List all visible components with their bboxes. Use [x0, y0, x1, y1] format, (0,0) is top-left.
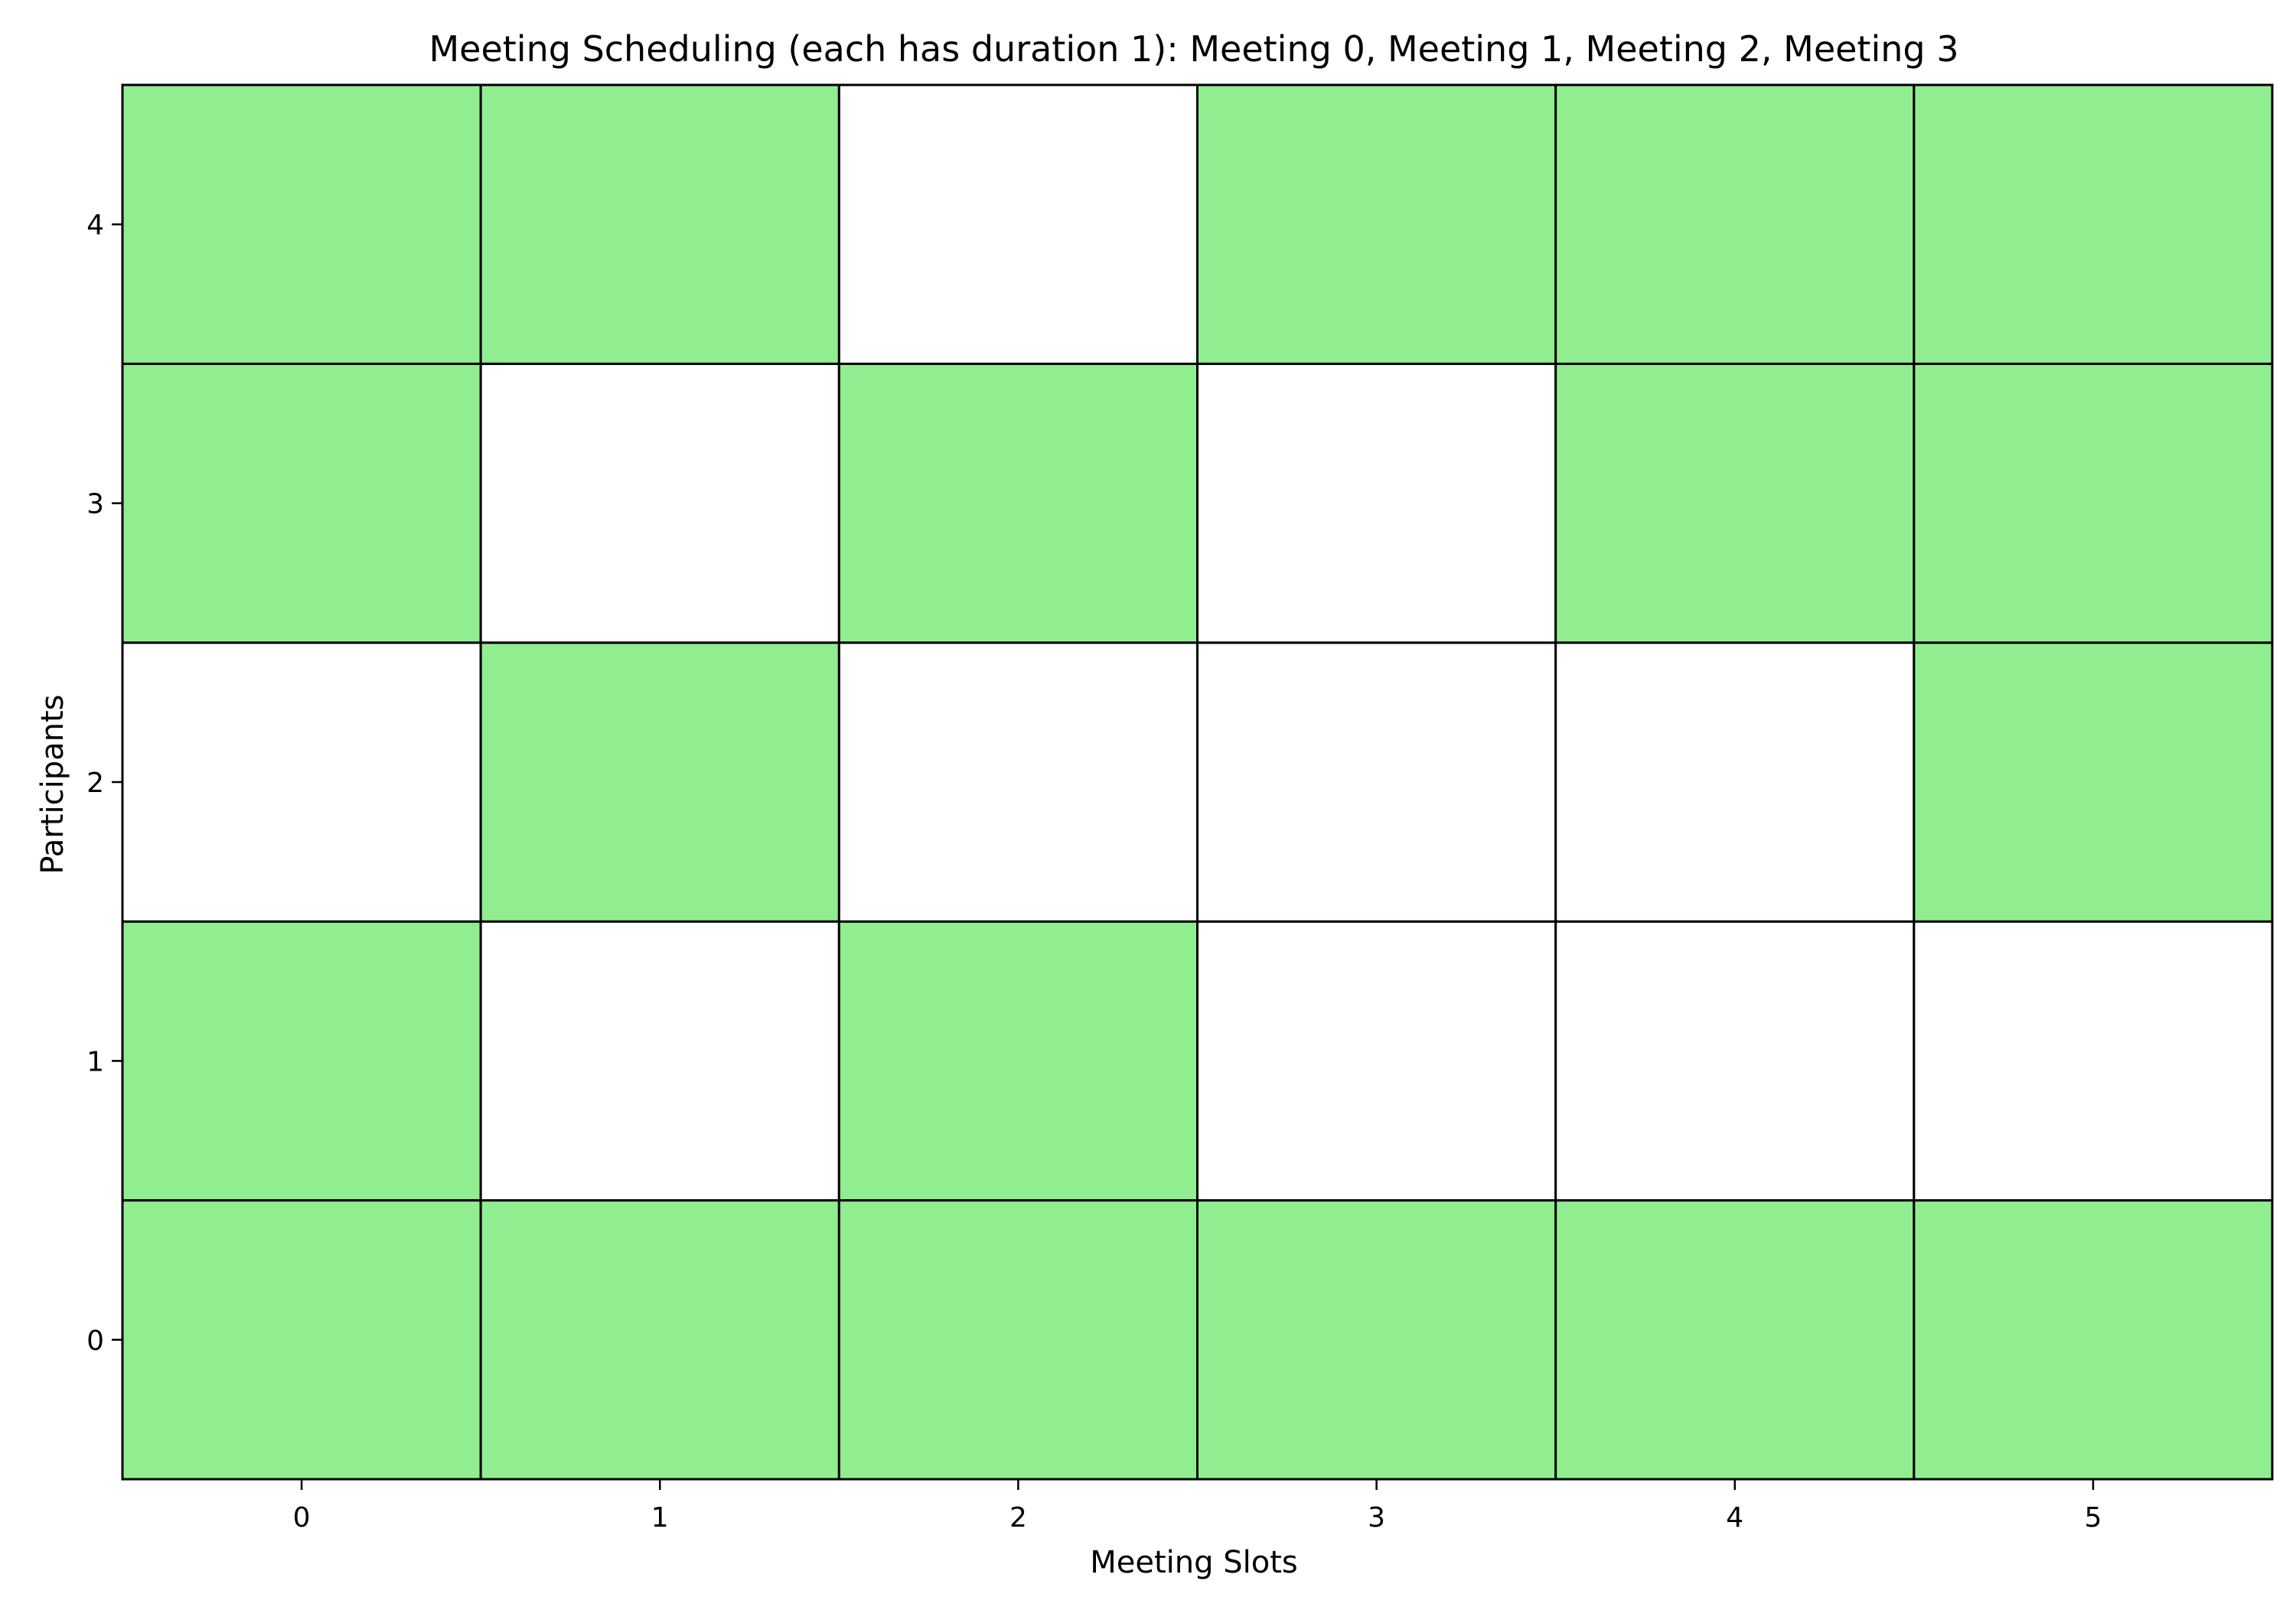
x-tick-label: 4 [1726, 1502, 1743, 1534]
x-axis: 0 1 2 3 4 5 [293, 1479, 2102, 1534]
y-axis-label: Participants [35, 695, 70, 875]
cell-participant-1-slot-0 [121, 920, 482, 1202]
cell-participant-2-slot-1 [479, 641, 840, 923]
x-axis-label: Meeting Slots [1090, 1545, 1297, 1580]
cell-participant-0-slot-5 [1913, 1199, 2274, 1481]
cell-participant-4-slot-1 [479, 83, 840, 365]
y-axis: 0 1 2 3 4 [86, 210, 122, 1357]
cell-participant-1-slot-3 [1196, 920, 1557, 1202]
availability-grid [121, 83, 2274, 1481]
cell-participant-3-slot-5 [1913, 362, 2274, 644]
x-tick-label: 5 [2084, 1502, 2102, 1534]
cell-participant-2-slot-0 [121, 641, 482, 923]
cell-participant-4-slot-2 [837, 83, 1199, 365]
cell-participant-3-slot-4 [1554, 362, 1916, 644]
cell-participant-3-slot-3 [1196, 362, 1557, 644]
x-tick-label: 1 [651, 1502, 669, 1534]
cell-participant-4-slot-4 [1554, 83, 1916, 365]
cell-participant-4-slot-0 [121, 83, 482, 365]
cell-participant-3-slot-2 [837, 362, 1199, 644]
cell-participant-0-slot-4 [1554, 1199, 1916, 1481]
cell-participant-0-slot-3 [1196, 1199, 1557, 1481]
y-tick-label: 0 [86, 1325, 104, 1357]
x-tick-label: 2 [1009, 1502, 1027, 1534]
cell-participant-2-slot-2 [837, 641, 1199, 923]
cell-participant-3-slot-0 [121, 362, 482, 644]
y-tick-label: 4 [86, 210, 104, 241]
cell-participant-0-slot-1 [479, 1199, 840, 1481]
x-tick-label: 0 [293, 1502, 311, 1534]
cell-participant-3-slot-1 [479, 362, 840, 644]
cell-participant-2-slot-5 [1913, 641, 2274, 923]
y-tick-label: 2 [86, 768, 104, 799]
chart-title: Meeting Scheduling (each has duration 1)… [429, 28, 1958, 70]
cell-participant-1-slot-4 [1554, 920, 1916, 1202]
x-tick-label: 3 [1368, 1502, 1385, 1534]
cell-participant-2-slot-4 [1554, 641, 1916, 923]
cell-participant-0-slot-0 [121, 1199, 482, 1481]
y-tick-label: 3 [86, 489, 104, 520]
cell-participant-1-slot-2 [837, 920, 1199, 1202]
cell-participant-4-slot-5 [1913, 83, 2274, 365]
y-tick-label: 1 [86, 1046, 104, 1077]
cell-participant-4-slot-3 [1196, 83, 1557, 365]
cell-participant-1-slot-5 [1913, 920, 2274, 1202]
cell-participant-0-slot-2 [837, 1199, 1199, 1481]
cell-participant-1-slot-1 [479, 920, 840, 1202]
cell-participant-2-slot-3 [1196, 641, 1557, 923]
